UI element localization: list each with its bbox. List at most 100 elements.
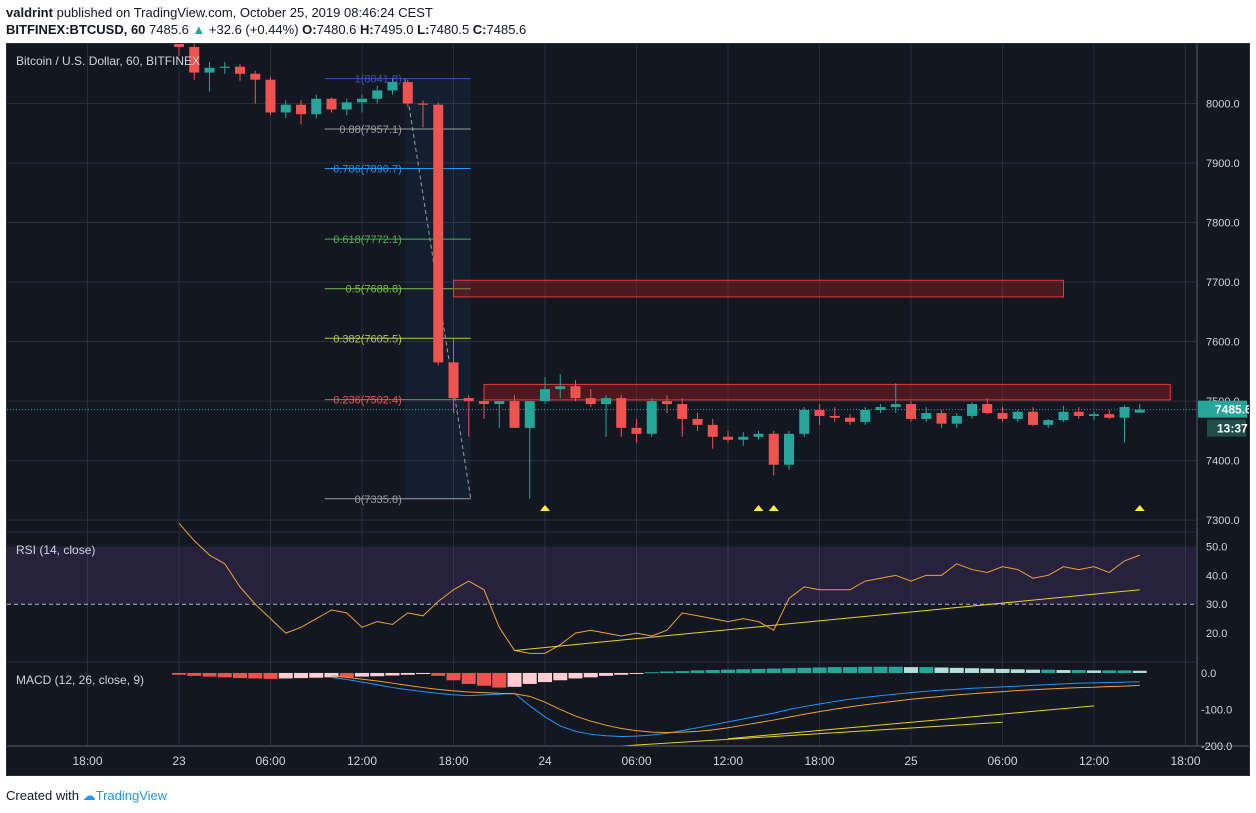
candle-body <box>1134 409 1145 413</box>
candle-body <box>662 401 672 405</box>
time-tick-label: 06:00 <box>255 754 285 768</box>
macd-histogram-bar <box>446 672 461 681</box>
macd-histogram-bar <box>644 672 659 674</box>
chart-frame[interactable]: 1(8041.8) 0.88(7957.1) 0.786(7890.7) 0.618(… <box>6 26 1252 776</box>
candle-body <box>280 104 291 113</box>
macd-histogram-bar <box>370 672 385 677</box>
macd-trend-line[interactable] <box>727 705 1095 740</box>
candle-body <box>631 427 642 434</box>
footer: Created with ☁TradingView <box>6 788 167 804</box>
rsi-label: RSI (14, close) <box>16 543 95 557</box>
candle-body <box>540 389 550 402</box>
macd-histogram-bar <box>934 667 949 673</box>
rsi-trend-line[interactable] <box>514 589 1140 651</box>
candle-body <box>433 104 444 363</box>
candle-body <box>982 404 993 413</box>
candle-body <box>738 436 749 440</box>
candle-body <box>509 401 520 428</box>
candle-body <box>341 102 352 110</box>
time-tick-label: 06:00 <box>621 754 651 768</box>
candle-body <box>768 433 779 465</box>
author-name[interactable]: valdrint <box>6 5 53 20</box>
resistance-zone[interactable] <box>453 279 1064 298</box>
macd-histogram-bar <box>965 668 979 673</box>
macd-histogram-bar <box>827 667 842 673</box>
macd-histogram-bar <box>477 672 491 686</box>
candle-body <box>1089 414 1099 416</box>
macd-histogram-bar <box>461 672 476 684</box>
candle-body <box>967 404 977 416</box>
rsi-tick-label: 50.0 <box>1206 541 1227 553</box>
macd-trend-line[interactable] <box>621 721 1003 747</box>
macd-histogram-bar <box>766 668 781 673</box>
macd-histogram-bar <box>858 666 873 673</box>
macd-histogram-bar <box>172 672 186 675</box>
candle-body <box>936 412 947 424</box>
candle-body <box>723 436 733 440</box>
candle-body <box>1012 411 1023 419</box>
time-tick-label: 18:00 <box>804 754 834 768</box>
macd-histogram-bar <box>812 667 827 673</box>
macd-histogram-bar <box>507 672 522 687</box>
macd-histogram-bar <box>660 671 674 673</box>
up-arrow-icon <box>768 505 779 511</box>
macd-histogram-bar <box>1071 670 1086 673</box>
fib-level-label: 0.236(7502.4) <box>333 395 402 407</box>
macd-line <box>331 676 1140 738</box>
countdown-tag <box>1207 419 1246 437</box>
candle-body <box>265 79 276 113</box>
candle-body <box>845 417 855 422</box>
price-change: +32.6 (+0.44%) <box>208 22 299 37</box>
price-tick-label: 7300.0 <box>1206 515 1240 527</box>
resistance-zones[interactable] <box>453 279 1171 401</box>
macd-histogram-bar <box>553 672 568 681</box>
macd-histogram-bar <box>721 669 735 673</box>
rsi-tick-label: 40.0 <box>1206 570 1227 582</box>
macd-histogram-bar <box>599 672 613 676</box>
signal-arrows <box>540 505 1145 511</box>
candle-body <box>174 32 184 47</box>
macd-histogram-bar <box>248 672 263 679</box>
fib-level-label: 0.88(7957.1) <box>339 124 401 136</box>
rsi-band <box>7 546 1197 605</box>
rsi-tick-label: 30.0 <box>1206 599 1227 611</box>
candle-body <box>372 90 383 99</box>
chart-canvas[interactable]: 1(8041.8)0.88(7957.1)0.786(7890.7)0.618(… <box>7 26 1252 775</box>
macd-histogram-bar <box>1026 669 1040 673</box>
macd-histogram-bar <box>888 666 903 673</box>
candle-body <box>494 401 505 405</box>
candle-body <box>829 415 840 418</box>
candle-body <box>311 98 322 115</box>
candle-body <box>296 104 306 115</box>
candle-body <box>646 401 657 434</box>
tradingview-logo-icon[interactable]: ☁ <box>82 788 96 803</box>
published-text: published on TradingView.com, October 25… <box>56 5 433 20</box>
candle-body <box>235 66 245 74</box>
candle-body <box>692 418 703 425</box>
symbol-label: BITFINEX:BTCUSD, 60 <box>6 22 146 37</box>
high-label: H: <box>360 22 374 37</box>
macd-tick-label: -100.0 <box>1201 704 1232 716</box>
macd-histogram-bar <box>980 668 995 673</box>
candles <box>7 26 1197 499</box>
macd-histogram-bar <box>995 668 1010 673</box>
candle-body <box>418 103 428 105</box>
macd-histogram-bar <box>538 672 552 683</box>
candle-body <box>479 401 489 405</box>
price-tick-label: 8000.0 <box>1206 99 1240 111</box>
close-label: C: <box>472 22 487 37</box>
price-axis-bg <box>1197 44 1249 746</box>
macd-histogram-bar <box>416 672 430 675</box>
up-arrow-icon <box>540 505 550 511</box>
rsi-line <box>178 523 1140 654</box>
up-arrow-icon <box>1134 505 1145 511</box>
chart-title: Bitcoin / U.S. Dollar, 60, BITFINEX <box>16 54 200 68</box>
symbol-info: BITFINEX:BTCUSD, 60 7485.6 ▲ +32.6 (+0.4… <box>6 22 526 37</box>
candle-body <box>448 362 459 399</box>
resistance-zone[interactable] <box>483 383 1171 401</box>
time-tick-label: 24 <box>538 754 552 768</box>
tradingview-brand[interactable]: TradingView <box>95 788 168 803</box>
candle-body <box>250 73 261 80</box>
macd-histogram-bar <box>919 667 934 673</box>
candle-body <box>1073 411 1084 416</box>
